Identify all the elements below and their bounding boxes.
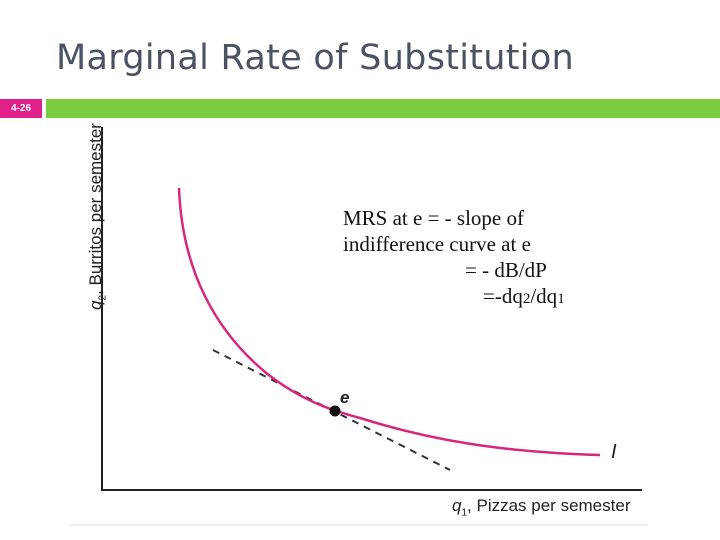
slide-number-badge: 4-26 [0, 99, 42, 118]
indifference-curve [177, 187, 601, 457]
mrs-definition-note: MRS at e = - slope of indifference curve… [343, 205, 565, 312]
point-e-label: e [340, 388, 350, 407]
x-axis-label: q1, Pizzas per semester [452, 496, 631, 519]
note-line-2: indifference curve at e [343, 232, 531, 256]
note-line-4: =-dq2/dq1 [483, 284, 565, 308]
note-line-1: MRS at e = - slope of [343, 206, 524, 230]
curve-i-label: I [611, 441, 617, 463]
header-bar [46, 99, 720, 118]
footer-divider [70, 524, 648, 526]
note-line-3: = - dB/dP [465, 258, 547, 282]
point-e [329, 405, 341, 417]
slide-title: Marginal Rate of Substitution [56, 38, 575, 78]
y-axis-label: q2, Burritos per semester [86, 123, 109, 310]
